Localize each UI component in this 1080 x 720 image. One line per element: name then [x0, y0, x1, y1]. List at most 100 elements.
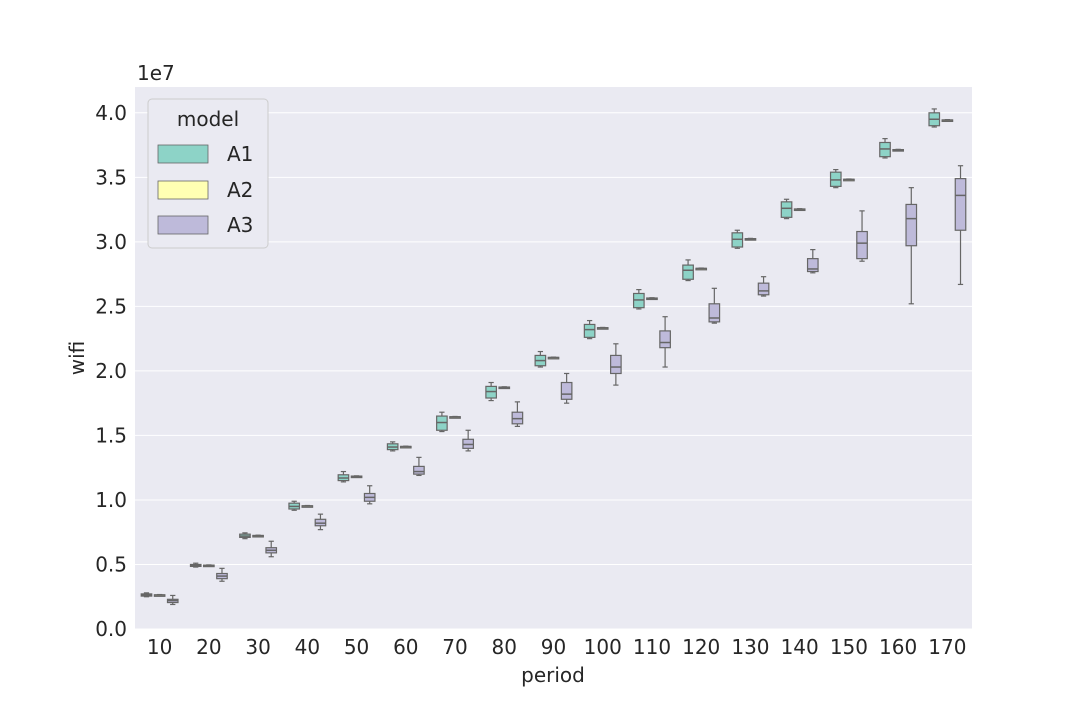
x-tick-label: 170	[928, 635, 966, 659]
box-body	[905, 203, 918, 247]
box-body	[708, 303, 721, 323]
legend-label-a2: A2	[227, 178, 253, 202]
box-a2-160	[892, 148, 904, 152]
box-a3-50	[363, 485, 376, 505]
box-a3-170	[954, 165, 967, 286]
box-a1-130	[731, 229, 744, 249]
x-tick-label: 70	[442, 635, 467, 659]
box-body	[856, 230, 868, 260]
legend-label-a1: A1	[227, 142, 253, 166]
box-body	[954, 178, 967, 231]
box-a2-110	[646, 297, 658, 301]
box-a2-170	[941, 119, 954, 123]
box-a3-130	[757, 276, 770, 297]
y-scale-label: 1e7	[137, 61, 175, 85]
box-a1-100	[583, 319, 596, 340]
box-a2-150	[843, 178, 855, 182]
box-a3-60	[413, 456, 425, 477]
box-a2-10	[153, 593, 166, 597]
box-a3-120	[708, 287, 721, 324]
box-a2-30	[252, 534, 264, 538]
box-a1-70	[436, 411, 448, 433]
box-a2-120	[695, 267, 708, 271]
x-tick-label: 30	[245, 635, 270, 659]
box-a2-60	[399, 445, 412, 449]
box-a1-110	[632, 289, 645, 310]
box-body	[757, 282, 770, 296]
box-a2-130	[744, 237, 757, 241]
y-tick-label: 1.5	[95, 423, 127, 447]
box-a3-90	[560, 372, 573, 404]
box-a1-40	[288, 500, 301, 511]
legend-swatch-a2	[157, 180, 209, 200]
box-a1-160	[879, 138, 891, 159]
box-a2-100	[596, 326, 609, 330]
box-a3-160	[905, 187, 918, 305]
box-body	[583, 323, 596, 338]
box-a3-70	[462, 429, 475, 452]
box-a1-120	[682, 259, 694, 282]
box-body	[806, 258, 819, 273]
y-tick-label: 1.0	[95, 488, 127, 512]
x-tick-label: 120	[682, 635, 720, 659]
box-a1-10	[140, 592, 153, 598]
legend-frame	[147, 98, 269, 249]
box-a1-170	[928, 108, 941, 128]
box-a2-20	[203, 564, 215, 568]
x-tick-label: 110	[633, 635, 671, 659]
grid-lines	[135, 112, 972, 630]
box-a1-30	[239, 532, 251, 540]
y-tick-label: 2.0	[95, 359, 127, 383]
box-a3-20	[216, 567, 228, 582]
box-a2-80	[498, 386, 511, 390]
x-tick-label: 40	[295, 635, 320, 659]
box-body	[682, 264, 694, 280]
box-body	[560, 381, 573, 400]
legend-swatch-a1	[157, 144, 209, 164]
box-a3-80	[511, 401, 524, 427]
x-axis-label: period	[521, 663, 585, 687]
y-tick-labels: 0.0 0.5 1.0 1.5 2.0 2.5 3.0 3.5 4.0	[95, 101, 127, 641]
box-a1-50	[337, 470, 350, 483]
box-a2-70	[449, 415, 461, 419]
box-a3-110	[659, 316, 671, 368]
box-body	[659, 330, 671, 349]
box-a1-90	[534, 350, 547, 368]
box-a3-100	[610, 343, 622, 386]
x-tick-label: 150	[830, 635, 868, 659]
x-tick-label: 130	[731, 635, 769, 659]
box-a1-60	[386, 441, 399, 452]
legend-title: model	[177, 107, 239, 131]
box-a2-40	[301, 504, 314, 508]
box-a1-20	[189, 562, 202, 568]
y-tick-label: 0.5	[95, 552, 127, 576]
box-a2-90	[547, 356, 560, 360]
box-body	[413, 465, 425, 475]
x-tick-label: 90	[541, 635, 566, 659]
box-a1-140	[780, 198, 793, 220]
y-tick-label: 0.0	[95, 617, 127, 641]
y-tick-label: 2.5	[95, 294, 127, 318]
box-a3-30	[265, 540, 278, 558]
x-tick-labels: 10 20 30 40 50 60 70 80 90 100 110 120 130 140 150 160 1…	[147, 635, 967, 659]
legend-swatch-a3	[157, 215, 209, 235]
box-a3-10	[166, 594, 179, 606]
x-tick-label: 50	[344, 635, 369, 659]
box-series	[140, 108, 967, 606]
legend-label-a3: A3	[227, 213, 253, 237]
box-body	[610, 354, 622, 375]
box-a3-40	[314, 513, 327, 531]
x-tick-label: 140	[781, 635, 819, 659]
y-tick-label: 3.5	[95, 165, 127, 189]
box-a3-140	[806, 249, 819, 274]
box-body	[780, 201, 793, 218]
x-tick-label: 100	[584, 635, 622, 659]
box-a1-150	[829, 168, 842, 189]
x-tick-label: 160	[879, 635, 917, 659]
box-a1-80	[485, 381, 497, 402]
x-tick-label: 20	[196, 635, 221, 659]
legend: model A1 A2 A3	[147, 98, 269, 249]
x-tick-label: 10	[147, 635, 172, 659]
box-a2-140	[793, 208, 806, 212]
y-tick-label: 3.0	[95, 230, 127, 254]
